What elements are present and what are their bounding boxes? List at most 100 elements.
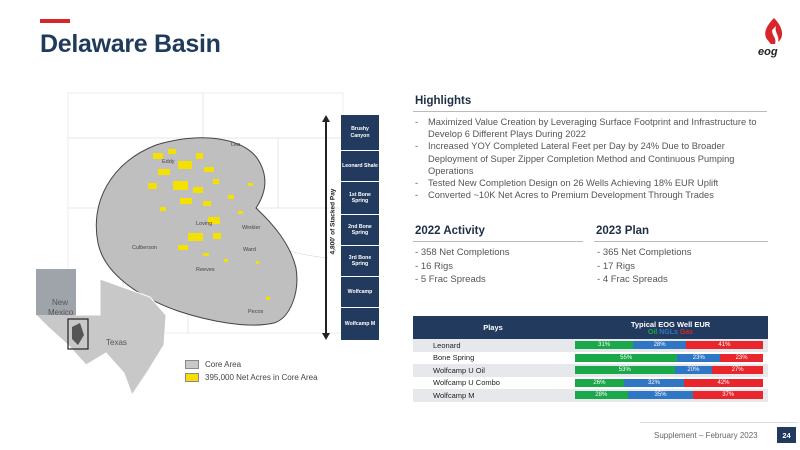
highlight-item: Increased YOY Completed Lateral Feet per… [415, 140, 767, 177]
eur-table: Plays Typical EOG Well EUR Oil NGLs Gas … [413, 316, 768, 402]
stacked-pay-arrow-icon [322, 115, 330, 340]
eur-table-row: Wolfcamp U Oil 53% 20% 27% [413, 364, 768, 377]
play-name: Wolfcamp U Oil [413, 364, 573, 377]
logo-wordmark: eog [758, 46, 778, 58]
eur-segment-ngl: 35% [627, 391, 694, 400]
plan-list: 365 Net Completions 17 Rigs 4 Frac Sprea… [597, 246, 692, 287]
map-graphic: Eddy Lea Loving Winkler Culberson Ward R… [35, 92, 344, 397]
eur-table-row: Bone Spring 55% 23% 23% [413, 352, 768, 365]
highlight-item: Converted ~10K Net Acres to Premium Deve… [415, 189, 767, 201]
activity-item: 5 Frac Spreads [415, 273, 510, 287]
eur-segment-gas: 27% [712, 366, 763, 375]
eur-bar-cell: 26% 32% 42% [573, 377, 768, 390]
page-title: Delaware Basin [40, 30, 221, 58]
eur-segment-oil: 26% [575, 378, 624, 387]
eur-header-title: Typical EOG Well EUR [630, 319, 711, 329]
plan-title: 2023 Plan [596, 225, 650, 237]
column-3rd-bone-spring: 3rd Bone Spring [341, 246, 379, 276]
activity-divider [413, 241, 583, 242]
legend-net-acres: 395,000 Net Acres in Core Area [185, 373, 318, 382]
plan-item: 4 Frac Spreads [597, 273, 692, 287]
plan-item: 17 Rigs [597, 260, 692, 274]
eur-segment-ngl: 23% [677, 353, 721, 362]
highlight-item: Tested New Completion Design on 26 Wells… [415, 177, 767, 189]
eur-stacked-bar: 26% 32% 42% [575, 378, 763, 387]
eur-table-header: Plays Typical EOG Well EUR Oil NGLs Gas [413, 316, 768, 339]
legend-oil: Oil [647, 328, 658, 336]
play-name: Wolfcamp M [413, 389, 573, 402]
state-label-texas: Texas [106, 338, 127, 347]
eog-flame-logo-icon [765, 18, 783, 44]
county-label-eddy: Eddy [162, 159, 175, 165]
plays-column-header: Plays [483, 323, 503, 332]
eur-table-row: Leonard 31% 28% 41% [413, 339, 768, 352]
highlight-item: Maximized Value Creation by Leveraging S… [415, 116, 767, 140]
eur-bar-cell: 28% 35% 37% [573, 389, 768, 402]
highlights-list: Maximized Value Creation by Leveraging S… [415, 116, 767, 201]
eur-bar-cell: 31% 28% 41% [573, 339, 768, 352]
plan-item: 365 Net Completions [597, 246, 692, 260]
activity-item: 16 Rigs [415, 260, 510, 274]
county-label-ward: Ward [243, 247, 256, 253]
eur-segment-oil: 28% [575, 391, 628, 400]
county-label-lea: Lea [231, 142, 241, 148]
plan-divider [594, 241, 768, 242]
eur-segment-oil: 55% [575, 353, 678, 362]
eur-bar-cell: 55% 23% 23% [573, 352, 768, 365]
legend-net-acres-label: 395,000 Net Acres in Core Area [205, 373, 318, 382]
column-2nd-bone-spring: 2nd Bone Spring [341, 215, 379, 245]
eur-segment-ngl: 20% [674, 366, 713, 375]
eur-stacked-bar: 53% 20% 27% [575, 366, 763, 375]
state-label-new: New [52, 298, 68, 307]
eur-table-row: Wolfcamp U Combo 26% 32% 42% [413, 377, 768, 390]
eur-segment-ngl: 32% [623, 378, 685, 387]
county-label-reeves: Reeves [196, 267, 215, 273]
column-brushy-canyon: Brushy Canyon [341, 115, 379, 150]
eur-stacked-bar: 28% 35% 37% [575, 391, 763, 400]
eur-segment-gas: 42% [684, 378, 763, 387]
eur-stacked-bar: 55% 23% 23% [575, 353, 763, 362]
title-accent-bar [40, 19, 70, 23]
activity-title: 2022 Activity [415, 225, 485, 237]
county-label-culberson: Culberson [132, 245, 157, 251]
map-legend: Core Area 395,000 Net Acres in Core Area [185, 360, 318, 386]
eur-stacked-bar: 31% 28% 41% [575, 341, 763, 350]
eur-bar-cell: 53% 20% 27% [573, 364, 768, 377]
highlights-divider [413, 111, 767, 112]
county-label-winkler: Winkler [242, 225, 261, 231]
footer-text: Supplement – February 2023 [654, 431, 758, 440]
delaware-basin-map: Eddy Lea Loving Winkler Culberson Ward R… [28, 83, 373, 403]
eur-segment-gas: 23% [720, 353, 763, 362]
column-wolfcamp: Wolfcamp [341, 277, 379, 307]
column-leonard-shale: Leonard Shale [341, 151, 379, 181]
play-name: Bone Spring [433, 353, 475, 363]
eur-segment-oil: 31% [575, 341, 634, 350]
stacked-pay-label: 4,800' of Stacked Pay [329, 188, 337, 255]
eur-segment-oil: 53% [575, 366, 675, 375]
column-1st-bone-spring: 1st Bone Spring [341, 182, 379, 214]
core-area-swatch [185, 360, 199, 369]
state-label-mexico: Mexico [48, 308, 74, 317]
play-name: Wolfcamp U Combo [433, 378, 500, 388]
eur-header-legend: Oil NGLs Gas [573, 329, 768, 336]
county-label-pecos: Pecos [248, 309, 264, 315]
legend-ngls: NGLs [659, 328, 678, 336]
eur-table-row: Wolfcamp M 28% 35% 37% [413, 389, 768, 402]
highlights-title: Highlights [415, 95, 472, 107]
eur-segment-gas: 41% [685, 341, 763, 350]
activity-item: 358 Net Completions [415, 246, 510, 260]
eur-segment-ngl: 28% [633, 341, 686, 350]
county-label-loving: Loving [196, 221, 212, 227]
legend-core-area-label: Core Area [205, 360, 242, 369]
play-name: Leonard [413, 339, 573, 352]
footer-divider [640, 422, 798, 423]
net-acres-swatch [185, 373, 199, 382]
column-wolfcamp-m: Wolfcamp M [341, 308, 379, 340]
legend-core-area: Core Area [185, 360, 318, 369]
page-number: 24 [777, 427, 796, 443]
activity-list: 358 Net Completions 16 Rigs 5 Frac Sprea… [415, 246, 510, 287]
eur-segment-gas: 37% [693, 391, 763, 400]
eur-table-body: Leonard 31% 28% 41% Bone Spring 55% 23% 23% Wolf… [413, 339, 768, 402]
legend-gas: Gas [679, 328, 694, 336]
eur-column-header: Typical EOG Well EUR Oil NGLs Gas [573, 316, 768, 339]
